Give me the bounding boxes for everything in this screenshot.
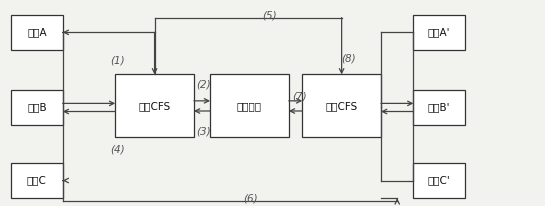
Text: (4): (4) <box>111 145 125 154</box>
Text: 货主B': 货主B' <box>428 102 451 112</box>
FancyBboxPatch shape <box>414 90 465 125</box>
Text: 货主A': 货主A' <box>428 27 451 37</box>
Text: (6): (6) <box>244 193 258 203</box>
Text: 货主A: 货主A <box>27 27 47 37</box>
FancyBboxPatch shape <box>115 74 194 137</box>
FancyBboxPatch shape <box>11 90 63 125</box>
Text: 货代CFS: 货代CFS <box>325 101 358 111</box>
Text: (7): (7) <box>292 92 307 102</box>
FancyBboxPatch shape <box>210 74 289 137</box>
FancyBboxPatch shape <box>11 163 63 198</box>
Text: 货主B: 货主B <box>27 102 47 112</box>
Text: 货代CFS: 货代CFS <box>138 101 171 111</box>
Text: (2): (2) <box>196 80 210 90</box>
Text: (1): (1) <box>111 55 125 65</box>
Text: (5): (5) <box>263 11 277 21</box>
Text: (8): (8) <box>341 53 356 63</box>
FancyBboxPatch shape <box>414 163 465 198</box>
Text: 货主C': 货主C' <box>428 176 451 186</box>
Text: (3): (3) <box>196 126 210 136</box>
FancyBboxPatch shape <box>302 74 381 137</box>
FancyBboxPatch shape <box>11 15 63 50</box>
Text: 班轮公司: 班轮公司 <box>237 101 262 111</box>
Text: 货主C: 货主C <box>27 176 47 186</box>
FancyBboxPatch shape <box>414 15 465 50</box>
